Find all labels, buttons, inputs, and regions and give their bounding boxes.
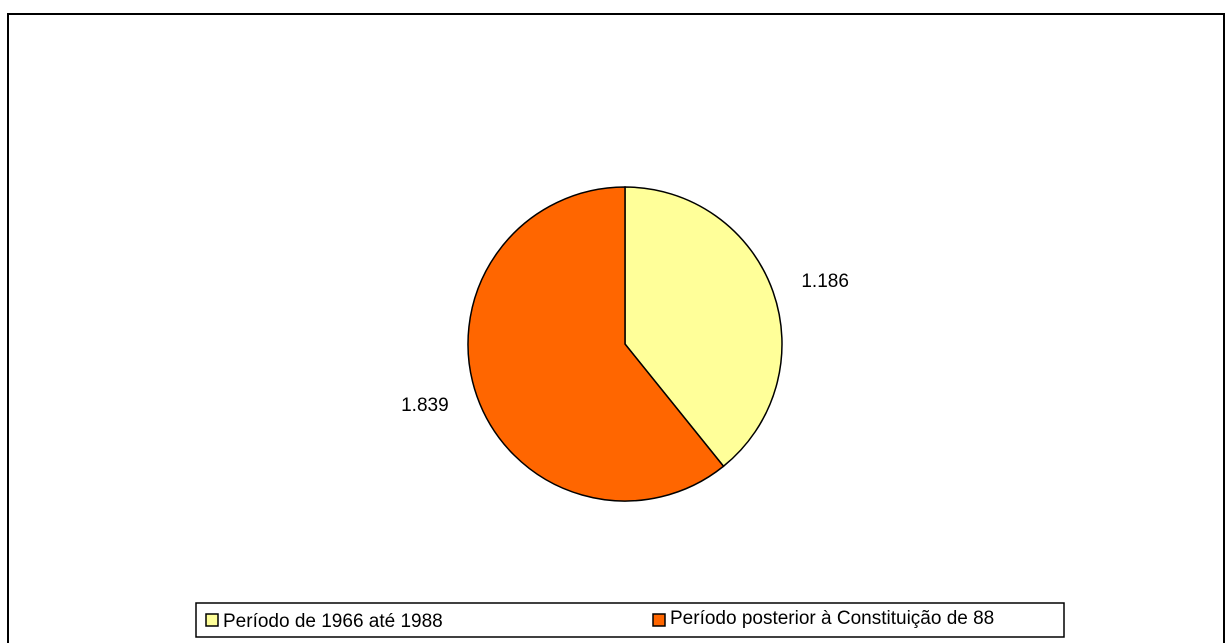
- legend-label: Período de 1966 até 1988: [223, 611, 443, 632]
- legend-swatch: [205, 613, 219, 627]
- legend-label: Período posterior à Constituição de 88: [670, 608, 994, 629]
- legend-swatch: [652, 613, 666, 627]
- pie-slice: [624, 186, 783, 468]
- data-label: 1.186: [801, 271, 849, 292]
- pie-slice: [467, 186, 725, 502]
- data-label: 1.839: [401, 395, 449, 416]
- legend-box: [195, 602, 1065, 638]
